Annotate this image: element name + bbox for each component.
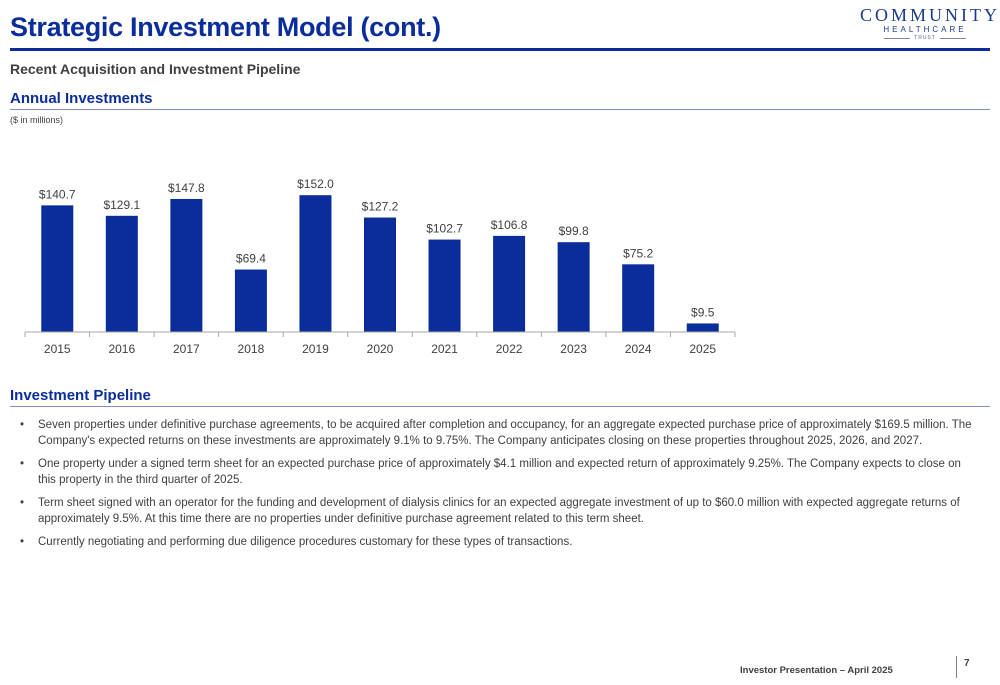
bar-2025 xyxy=(686,323,719,332)
x-tick-label-2018: 2018 xyxy=(238,342,265,356)
bar-2022 xyxy=(493,235,526,332)
value-labels-layer: $140.7 $129.1 $147.8 $69.4 $152.0 $127.2 $102.… xyxy=(39,177,715,319)
x-tick-label-2017: 2017 xyxy=(173,342,200,356)
data-label-2023: $99.8 xyxy=(559,224,589,238)
data-label-2017: $147.8 xyxy=(168,181,205,195)
bar-2023 xyxy=(557,242,590,332)
annual-investments-heading: Annual Investments xyxy=(10,90,990,110)
company-logo: COMMUNITY HEALTHCARE TRUST xyxy=(860,5,1000,41)
logo-line-community: COMMUNITY xyxy=(860,5,1000,25)
logo-rule-right xyxy=(939,37,966,39)
pipeline-item: • Currently negotiating and performing du… xyxy=(20,534,980,550)
x-tick-label-2015: 2015 xyxy=(44,342,71,356)
investment-pipeline-heading: Investment Pipeline xyxy=(10,387,990,407)
data-label-2016: $129.1 xyxy=(103,198,140,212)
data-label-2020: $127.2 xyxy=(362,200,399,214)
bar-2016 xyxy=(105,215,138,332)
data-label-2018: $69.4 xyxy=(236,252,266,266)
bar-2021 xyxy=(428,239,461,332)
x-axis: 2015 2016 2017 2018 2019 2020 2021 2022 2023 2024… xyxy=(24,331,736,356)
x-tick-label-2020: 2020 xyxy=(367,342,394,356)
pipeline-item-text: One property under a signed term sheet f… xyxy=(38,458,961,486)
bullet-icon: • xyxy=(20,536,25,548)
x-tick-label-2023: 2023 xyxy=(560,342,587,356)
bullet-icon: • xyxy=(20,497,25,509)
pipeline-list: • Seven properties under definitive purch… xyxy=(20,417,980,557)
pipeline-item-text: Currently negotiating and performing due… xyxy=(38,536,573,548)
pipeline-item: • One property under a signed term sheet … xyxy=(20,456,980,488)
x-tick-label-2021: 2021 xyxy=(431,342,458,356)
bullet-icon: • xyxy=(20,458,25,470)
logo-line-healthcare: HEALTHCARE xyxy=(883,25,967,34)
bar-2024 xyxy=(622,264,655,332)
annual-investments-chart: $140.7 $129.1 $147.8 $69.4 $152.0 $127.2 $102.… xyxy=(24,177,736,356)
x-tick-label-2019: 2019 xyxy=(302,342,329,356)
logo-rule-left xyxy=(884,37,911,39)
bar-2018 xyxy=(234,269,267,332)
logo-line-trust: TRUST xyxy=(914,35,936,41)
data-label-2019: $152.0 xyxy=(297,177,334,191)
data-label-2024: $75.2 xyxy=(623,246,653,260)
x-tick-label-2016: 2016 xyxy=(108,342,135,356)
pipeline-item-text: Seven properties under definitive purcha… xyxy=(38,419,972,447)
footer-divider xyxy=(956,656,957,678)
x-tick-label-2025: 2025 xyxy=(689,342,716,356)
bullet-icon: • xyxy=(20,419,25,431)
data-label-2015: $140.7 xyxy=(39,187,76,201)
footer-presentation-label: Investor Presentation – April 2025 xyxy=(740,665,893,676)
page-number: 7 xyxy=(964,658,970,669)
bar-2015 xyxy=(41,205,74,332)
units-note: ($ in millions) xyxy=(10,115,64,125)
page-subtitle: Recent Acquisition and Investment Pipeli… xyxy=(10,61,301,77)
bar-2019 xyxy=(299,195,332,332)
pipeline-item: • Term sheet signed with an operator for … xyxy=(20,495,980,527)
x-tick-label-2022: 2022 xyxy=(496,342,523,356)
pipeline-item-text: Term sheet signed with an operator for t… xyxy=(38,497,960,525)
title-rule xyxy=(10,48,990,51)
data-label-2025: $9.5 xyxy=(691,305,715,319)
data-label-2022: $106.8 xyxy=(491,218,528,232)
page-title: Strategic Investment Model (cont.) xyxy=(10,12,441,42)
bars-layer xyxy=(41,195,719,332)
bar-2020 xyxy=(364,217,396,332)
pipeline-item: • Seven properties under definitive purch… xyxy=(20,417,980,449)
logo-trust-row: TRUST xyxy=(860,35,990,41)
data-label-2021: $102.7 xyxy=(426,222,463,236)
x-tick-label-2024: 2024 xyxy=(625,342,652,356)
bar-2017 xyxy=(170,198,203,332)
